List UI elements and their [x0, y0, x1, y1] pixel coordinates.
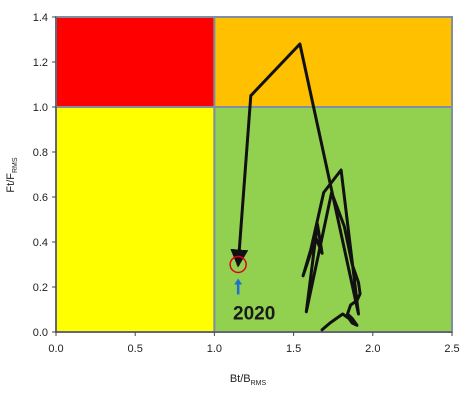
zone-green: [213, 106, 453, 333]
endpoint-circle: [229, 255, 247, 274]
zone-red: [55, 16, 216, 108]
x-tick-label: 2.5: [444, 343, 459, 355]
y-tick-label: 0.0: [33, 327, 48, 339]
y-axis-title-sub: RMS: [12, 157, 19, 173]
y-tick-label: 1.2: [33, 57, 48, 69]
y-axis-title: Ft/FRMS: [5, 157, 19, 192]
zone-orange: [213, 16, 453, 108]
annotation-layer: [229, 255, 247, 295]
series-line-0: [230, 42, 362, 332]
x-tick-label: 1.5: [286, 343, 301, 355]
y-tick-label: 0.2: [33, 282, 48, 294]
axes-layer: 0.0 0.5 1.0 1.5 2.0 2.5 0.0 0.2 0.4 0.6 0.8 1.0 1.2 1…: [33, 12, 460, 355]
x-axis-title-main: Bt/B: [230, 373, 251, 385]
pointer-arrow-head: [234, 278, 243, 285]
annotation-year-label: 2020: [233, 303, 275, 324]
x-tick-label: 2.0: [365, 343, 380, 355]
series-layer: [230, 42, 362, 332]
x-tick-label: 1.0: [207, 343, 222, 355]
y-tick-label: 1.0: [33, 102, 48, 114]
y-axis-title-main: Ft/F: [5, 173, 17, 193]
zones-layer: [55, 16, 453, 333]
y-tick-label: 0.6: [33, 192, 48, 204]
x-tick-label: 0.5: [128, 343, 143, 355]
y-tick-label: 0.8: [33, 147, 48, 159]
x-tick-label: 0.0: [48, 343, 63, 355]
x-axis-title: Bt/BRMS: [230, 373, 267, 387]
y-tick-label: 1.4: [33, 12, 48, 24]
y-tick-label: 0.4: [33, 237, 48, 249]
zone-yellow: [55, 106, 216, 333]
x-axis-title-sub: RMS: [251, 380, 267, 387]
